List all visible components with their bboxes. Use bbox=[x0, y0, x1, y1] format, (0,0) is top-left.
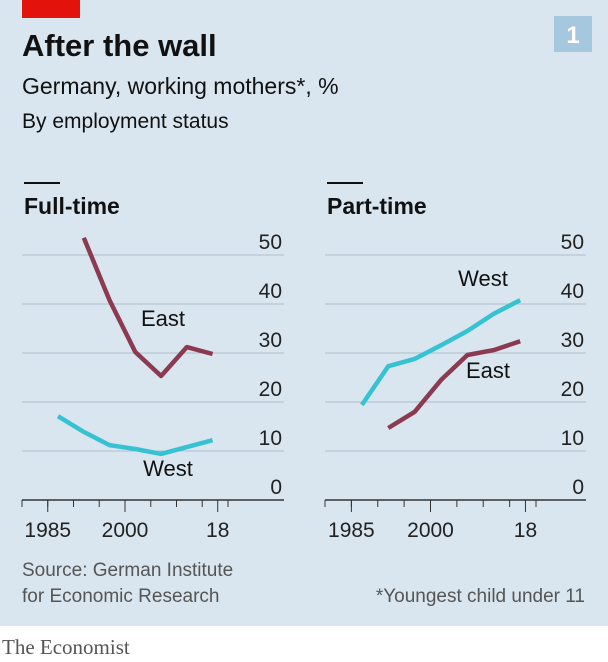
series-label: West bbox=[143, 456, 193, 481]
series-label: East bbox=[466, 358, 510, 383]
red-tag bbox=[22, 0, 80, 18]
y-tick-label: 20 bbox=[561, 378, 584, 401]
panel-rule bbox=[24, 182, 60, 184]
x-tick-label: 2000 bbox=[102, 519, 149, 542]
title: After the wall bbox=[22, 28, 217, 63]
description: By employment status bbox=[22, 110, 229, 133]
footnote: *Youngest child under 11 bbox=[376, 586, 585, 607]
y-tick-label: 10 bbox=[259, 427, 282, 450]
series-line bbox=[360, 298, 522, 407]
x-tick-label: 18 bbox=[206, 519, 229, 542]
x-tick-label: 2000 bbox=[407, 519, 454, 542]
y-tick-label: 20 bbox=[259, 378, 282, 401]
brand: The Economist bbox=[2, 635, 130, 659]
source: Source: German Institute bbox=[22, 560, 233, 581]
y-tick-label: 30 bbox=[259, 329, 282, 352]
series-label: East bbox=[141, 306, 185, 331]
panel-title: Part-time bbox=[327, 193, 427, 219]
y-tick-label: 0 bbox=[270, 476, 282, 499]
series-line bbox=[387, 339, 521, 430]
x-tick-label: 1985 bbox=[328, 519, 375, 542]
panel-rule bbox=[327, 182, 363, 184]
x-tick-label: 1985 bbox=[24, 519, 71, 542]
y-tick-label: 10 bbox=[561, 427, 584, 450]
badge: 1 bbox=[566, 22, 579, 49]
y-tick-label: 40 bbox=[259, 280, 282, 303]
source: for Economic Research bbox=[22, 586, 219, 607]
y-tick-label: 0 bbox=[572, 476, 584, 499]
y-tick-label: 40 bbox=[561, 280, 584, 303]
y-tick-label: 50 bbox=[259, 231, 282, 254]
background bbox=[0, 0, 608, 626]
series-line bbox=[81, 236, 214, 379]
series-line bbox=[56, 414, 214, 457]
panel-title: Full-time bbox=[24, 193, 120, 219]
series-label: West bbox=[458, 266, 508, 291]
subtitle: Germany, working mothers*, % bbox=[22, 73, 339, 99]
x-tick-label: 18 bbox=[514, 519, 537, 542]
y-tick-label: 30 bbox=[561, 329, 584, 352]
badge-box bbox=[554, 16, 592, 52]
y-tick-label: 50 bbox=[561, 231, 584, 254]
